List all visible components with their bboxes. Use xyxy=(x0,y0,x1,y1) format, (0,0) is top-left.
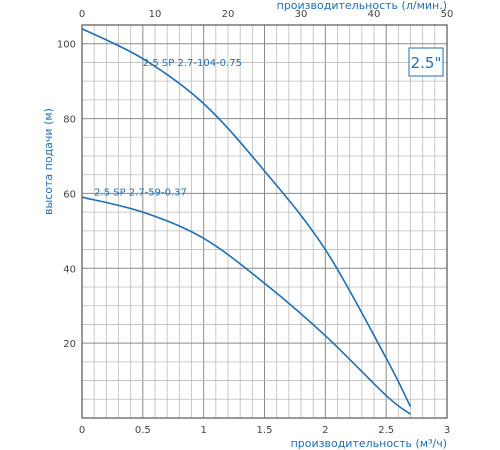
x-tick-top: 0 xyxy=(79,9,85,20)
series-label-2: 2.5 SP 2.7-59-0.37 xyxy=(94,187,187,198)
x-tick-bottom: 1.5 xyxy=(257,425,273,436)
badge: 2.5" xyxy=(408,47,444,77)
series-labels: 2.5 SP 2.7-104-0.75 2.5 SP 2.7-59-0.37 xyxy=(94,58,242,198)
chart-frame xyxy=(81,24,448,419)
y-tick: 20 xyxy=(63,339,76,350)
badge-box xyxy=(408,47,444,77)
y-axis-label: высота подачи (м) xyxy=(42,108,55,215)
x-tick-top: 20 xyxy=(222,9,235,20)
x-tick-bottom: 0 xyxy=(79,425,85,436)
x-tick-bottom: 0.5 xyxy=(135,425,151,436)
x-axis-label-top: производительность (л/мин.) xyxy=(277,0,447,12)
y-tick: 100 xyxy=(57,40,76,51)
x-axis-label-bottom: производительность (м³/ч) xyxy=(291,437,447,450)
x-tick-bottom: 3 xyxy=(444,425,450,436)
x-tick-bottom: 1 xyxy=(200,425,206,436)
y-tick: 60 xyxy=(63,189,76,200)
y-tick: 40 xyxy=(63,264,76,275)
x-tick-top: 40 xyxy=(368,9,381,20)
chart-grid xyxy=(81,24,448,419)
plot-border xyxy=(81,24,448,419)
x-tick-top: 50 xyxy=(441,9,454,20)
x-tick-top: 10 xyxy=(149,9,162,20)
series-label-1: 2.5 SP 2.7-104-0.75 xyxy=(143,58,242,69)
x-tick-top: 30 xyxy=(295,9,308,20)
x-tick-bottom: 2 xyxy=(322,425,328,436)
y-tick: 80 xyxy=(63,115,76,126)
series-line-1 xyxy=(81,28,412,408)
chart-series xyxy=(81,28,412,415)
badge-text: 2.5" xyxy=(411,54,442,72)
x-tick-bottom: 2.5 xyxy=(378,425,394,436)
series-line-2 xyxy=(81,196,411,415)
